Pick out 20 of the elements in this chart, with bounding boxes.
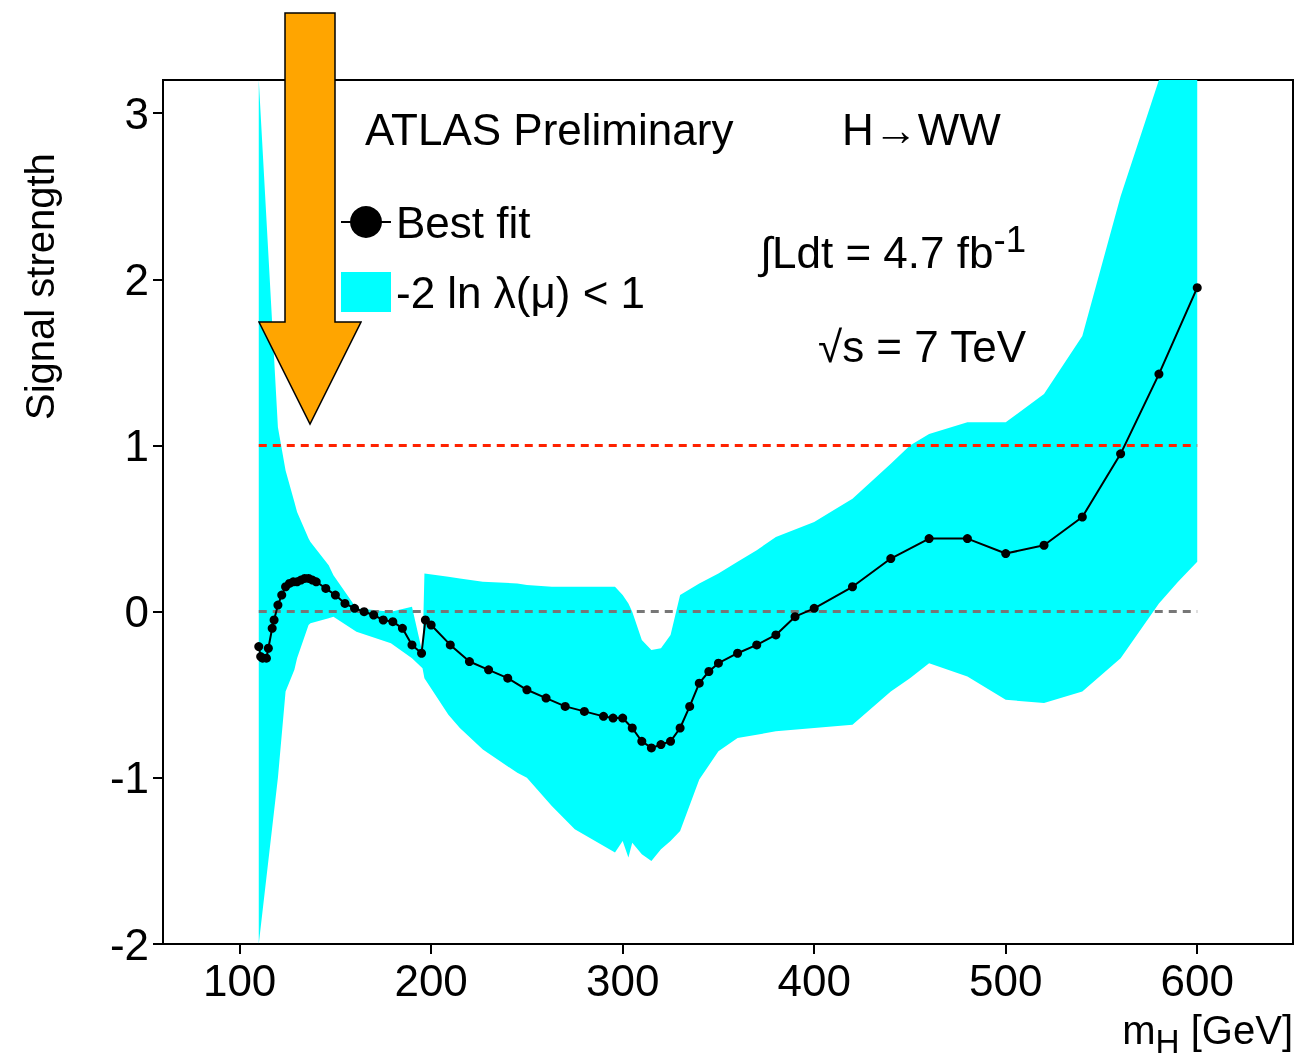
annotation: H→WW [842, 105, 1001, 154]
x-axis-title: m$_{H}$ [GeV] [1122, 1008, 1293, 1058]
annotation: ATLAS Preliminary [365, 105, 734, 154]
x-tick-label: 600 [1160, 955, 1234, 1005]
annotation: ∫Ldt = 4.7 fb$^{-1}$ [760, 219, 1027, 277]
y-axis-title: Signal strength [18, 153, 62, 420]
x-tick-label: 100 [202, 955, 277, 1005]
x-tick-label: 500 [969, 955, 1043, 1005]
legend-label: Best fit [396, 197, 531, 247]
x-tick-label: 400 [777, 955, 851, 1005]
y-tick-label: -2 [109, 919, 149, 969]
x-tick-label: 300 [585, 955, 660, 1005]
y-tick-label: 1 [124, 421, 149, 471]
x-tick-label: 200 [394, 955, 468, 1005]
y-tick-label: -1 [109, 753, 149, 803]
y-tick-label: 0 [124, 587, 149, 637]
legend-label: -2 ln λ(μ) < 1 [396, 267, 646, 317]
annotation: √s = 7 TeV [818, 322, 1027, 371]
y-tick-label: 2 [124, 254, 149, 304]
y-tick-label: 3 [124, 88, 149, 138]
